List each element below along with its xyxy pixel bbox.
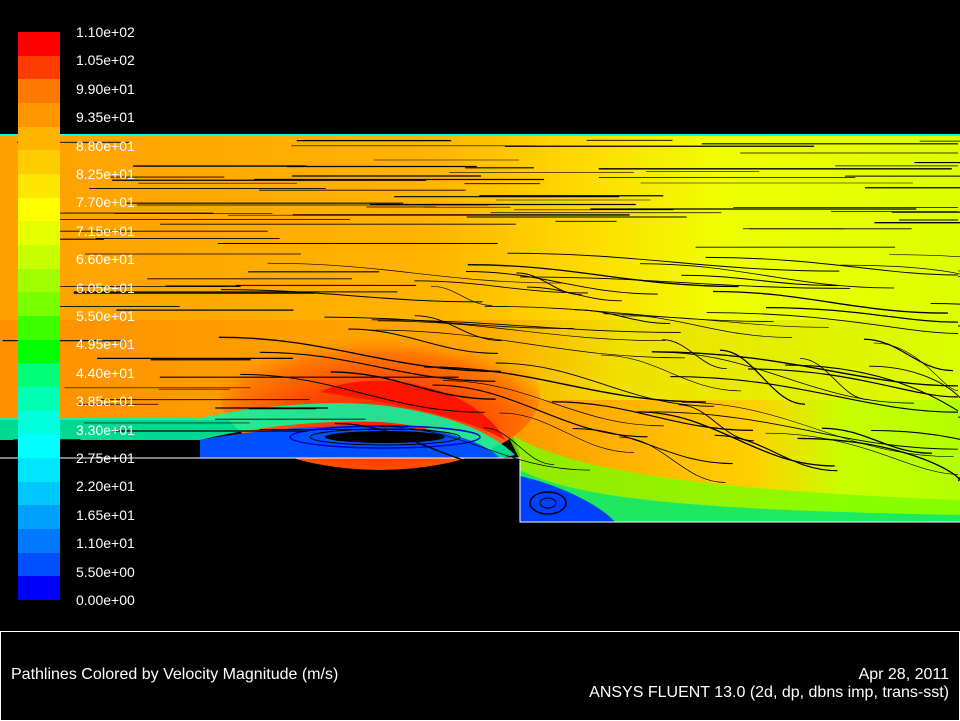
legend-tick-label: 1.10e+02 xyxy=(76,25,135,39)
legend-tick-label: 4.95e+01 xyxy=(76,337,135,351)
legend-tick-label: 1.05e+02 xyxy=(76,53,135,67)
legend-swatch xyxy=(18,458,60,482)
recirculation-core xyxy=(325,431,445,443)
channel-upper-flow xyxy=(0,135,960,325)
legend-swatch xyxy=(18,434,60,458)
legend-tick-label: 9.35e+01 xyxy=(76,110,135,124)
legend-tick-label: 4.40e+01 xyxy=(76,366,135,380)
legend-swatch xyxy=(18,529,60,553)
legend-swatch xyxy=(18,269,60,293)
legend-tick-label: 2.75e+01 xyxy=(76,451,135,465)
legend-tick-label: 3.30e+01 xyxy=(76,423,135,437)
legend-tick-label: 1.65e+01 xyxy=(76,508,135,522)
legend-swatch xyxy=(18,340,60,364)
legend-swatch xyxy=(18,292,60,316)
legend-tick-label: 6.05e+01 xyxy=(76,281,135,295)
legend-swatch xyxy=(18,505,60,529)
plot-title: Pathlines Colored by Velocity Magnitude … xyxy=(11,666,338,684)
solver-info: ANSYS FLUENT 13.0 (2d, dp, dbns imp, tra… xyxy=(589,684,949,702)
legend-swatch xyxy=(18,411,60,435)
legend-tick-label: 6.60e+01 xyxy=(76,252,135,266)
legend-swatch xyxy=(18,32,60,56)
legend-swatch xyxy=(18,221,60,245)
legend-swatch xyxy=(18,150,60,174)
legend-swatch xyxy=(18,363,60,387)
legend-swatch xyxy=(18,56,60,80)
legend-swatch xyxy=(18,482,60,506)
legend-tick-label: 0.00e+00 xyxy=(76,593,135,607)
pathlines-plot xyxy=(0,0,960,625)
legend-swatch xyxy=(18,198,60,222)
legend-tick-label: 1.10e+01 xyxy=(76,536,135,550)
color-legend xyxy=(18,32,60,600)
graphics-viewport[interactable]: 1.10e+02 1.05e+02 9.90e+01 9.35e+01 8.80e+01… xyxy=(0,0,960,625)
legend-swatch xyxy=(18,316,60,340)
legend-tick-label: 5.50e+01 xyxy=(76,309,135,323)
title-footer: Pathlines Colored by Velocity Magnitude … xyxy=(0,631,960,721)
legend-tick-label: 7.15e+01 xyxy=(76,224,135,238)
legend-tick-label: 8.25e+01 xyxy=(76,167,135,181)
legend-swatch xyxy=(18,576,60,600)
legend-swatch xyxy=(18,79,60,103)
legend-swatch xyxy=(18,103,60,127)
legend-tick-label: 9.90e+01 xyxy=(76,82,135,96)
legend-tick-label: 7.70e+01 xyxy=(76,195,135,209)
legend-swatch xyxy=(18,174,60,198)
legend-swatch xyxy=(18,553,60,577)
plot-date: Apr 28, 2011 xyxy=(859,666,949,684)
legend-swatch xyxy=(18,387,60,411)
legend-tick-label: 3.85e+01 xyxy=(76,394,135,408)
legend-swatch xyxy=(18,245,60,269)
legend-tick-label: 8.80e+01 xyxy=(76,139,135,153)
legend-swatch xyxy=(18,127,60,151)
legend-tick-label: 2.20e+01 xyxy=(76,479,135,493)
legend-tick-label: 5.50e+00 xyxy=(76,565,135,579)
